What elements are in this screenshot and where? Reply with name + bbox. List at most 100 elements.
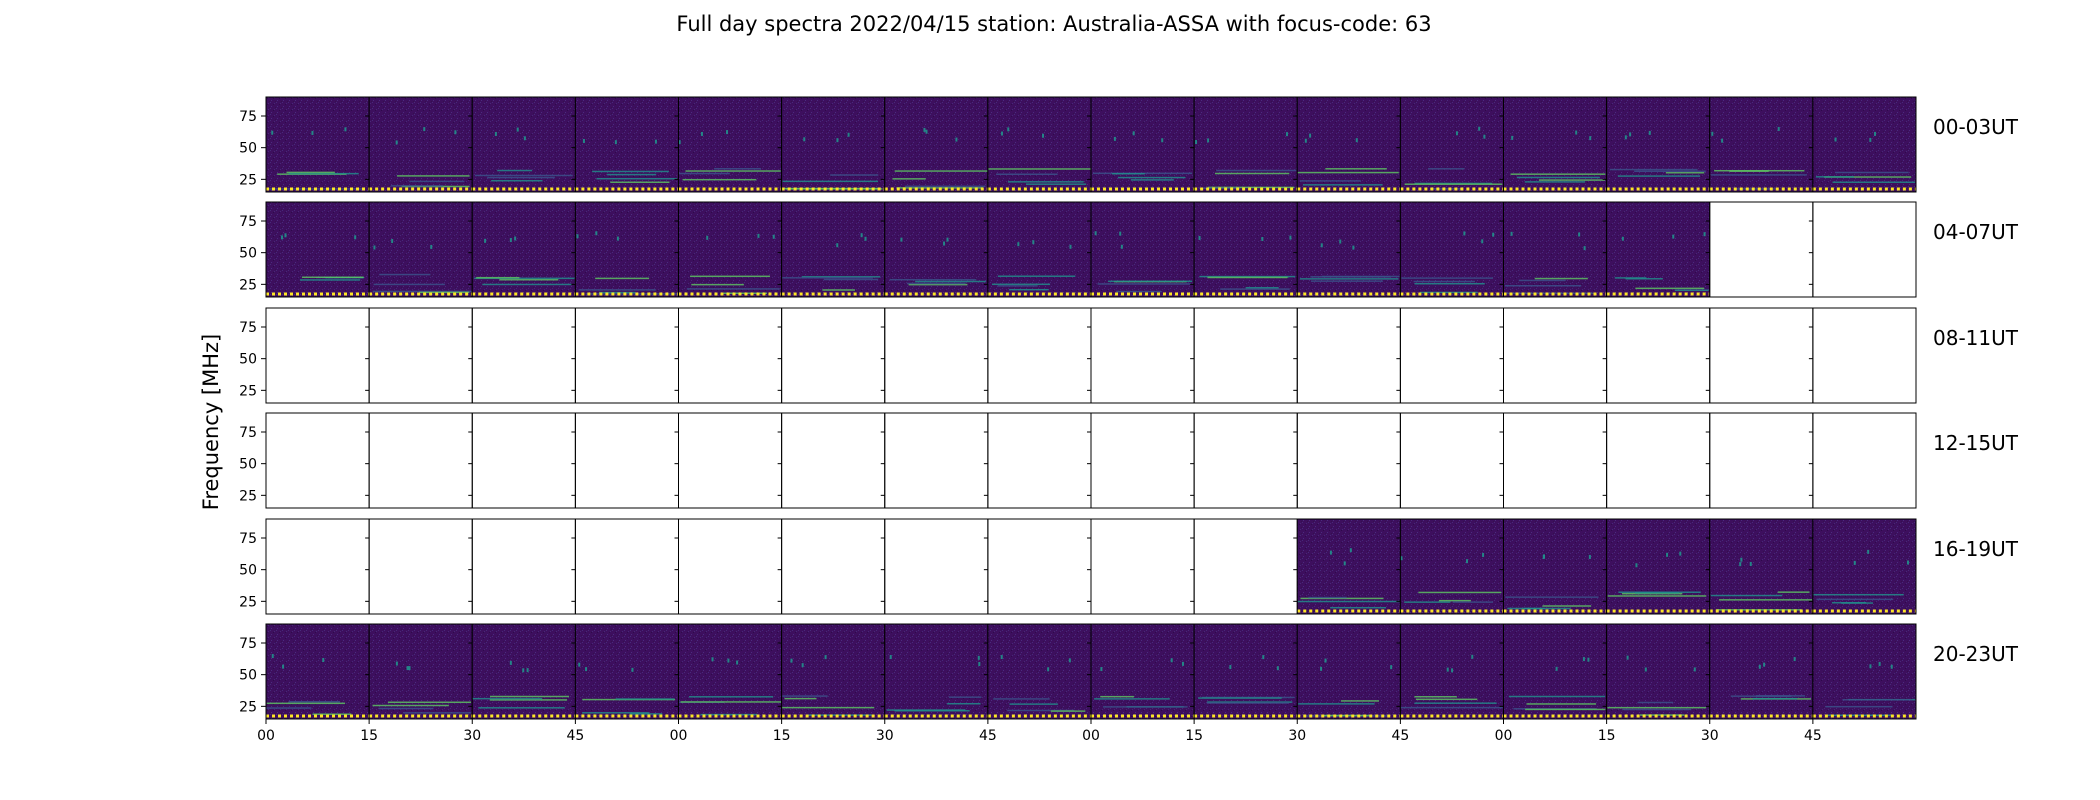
y-tick-label: 25 [239, 383, 257, 399]
rfi-band [1625, 278, 1663, 280]
rfi-band [1112, 172, 1145, 175]
rfi-band [691, 283, 744, 286]
signal-blip [1890, 664, 1893, 669]
rfi-band [996, 173, 1058, 176]
rfi-band [379, 273, 431, 276]
spectrum-panel [777, 201, 886, 298]
y-tick-label: 25 [239, 172, 257, 188]
rfi-band [1414, 182, 1493, 185]
rfi-band [947, 702, 981, 705]
rfi-band [372, 704, 449, 707]
signal-blip [1758, 664, 1761, 669]
signal-blip [1648, 130, 1651, 135]
panel-frame [987, 412, 1092, 509]
rfi-band [1009, 288, 1049, 291]
spectrum-background [1606, 97, 1710, 192]
rfi-band [476, 276, 520, 279]
signal-blip [354, 235, 357, 240]
signal-blip [1324, 658, 1327, 663]
rfi-band [894, 710, 970, 712]
y-tick-label: 75 [239, 109, 257, 125]
signal-blip [1309, 133, 1312, 138]
rfi-band [499, 279, 559, 281]
panel-frame [1709, 412, 1814, 509]
rfi-band [1050, 710, 1086, 712]
signal-blip [727, 658, 730, 663]
signal-blip [847, 132, 850, 137]
signal-blip [1094, 231, 1097, 236]
rfi-band [1401, 277, 1493, 279]
y-tick-label: 50 [239, 457, 257, 473]
signal-blip [1672, 234, 1675, 239]
rfi-band [1009, 703, 1058, 705]
rfi-band [1635, 592, 1680, 594]
rfi-band [1097, 283, 1192, 285]
panel-frame [1812, 307, 1917, 404]
spectrum-panel [1808, 518, 1917, 615]
panel-frame [1193, 412, 1298, 509]
signal-blip [1390, 665, 1393, 670]
signal-blip [1289, 235, 1292, 240]
signal-blip [1042, 133, 1045, 138]
panel-frame [1812, 201, 1917, 298]
signal-blip [864, 236, 867, 241]
rfi-band [1245, 286, 1279, 289]
rfi-band [1220, 288, 1290, 290]
rfi-band [782, 706, 875, 709]
empty-panel [1190, 518, 1298, 615]
rfi-band [1516, 176, 1600, 179]
spectrum-background [678, 97, 782, 192]
signal-blip [373, 245, 376, 250]
spectrum-background [1091, 624, 1195, 719]
rfi-band [592, 170, 669, 173]
spectrum-background [1606, 519, 1710, 614]
signal-blip [1510, 231, 1513, 236]
row-label: 08-11UT [1933, 326, 2019, 350]
panel-frame [884, 307, 989, 404]
rfi-band [1504, 292, 1597, 295]
signal-blip [1867, 549, 1870, 554]
rfi-band [1711, 174, 1807, 176]
rfi-band [1438, 599, 1471, 602]
panel-frame [265, 307, 370, 404]
rfi-band [1102, 706, 1188, 708]
signal-blip [509, 660, 512, 665]
rfi-band [1413, 280, 1476, 283]
signal-blip [1711, 131, 1714, 136]
rfi-band [1634, 170, 1706, 173]
spectrum-panel [1499, 518, 1608, 615]
signal-blip [1100, 667, 1103, 672]
spectrum-panel [1705, 518, 1814, 615]
spectrum-panel [1293, 96, 1401, 193]
rfi-band [782, 180, 879, 183]
rfi-band [312, 713, 352, 715]
rfi-band [1420, 291, 1478, 294]
spectrum-panel [1396, 518, 1504, 615]
signal-blip [271, 654, 274, 659]
spectrum-panel [1190, 96, 1298, 193]
spectrum-panel [1087, 201, 1195, 298]
empty-panel [468, 307, 576, 404]
signal-blip [284, 233, 287, 238]
signal-blip [1320, 243, 1323, 248]
y-tick-label: 75 [239, 636, 257, 652]
rfi-band [679, 172, 730, 175]
signal-blip [1304, 138, 1307, 143]
rfi-band [680, 701, 782, 703]
signal-blip [1483, 134, 1486, 139]
rfi-band [1777, 591, 1810, 593]
signal-blip [772, 234, 775, 239]
rfi-band [1510, 173, 1606, 175]
rfi-band [997, 275, 1076, 277]
panel-frame [678, 307, 783, 404]
panel-frame [265, 412, 370, 509]
empty-panel [1190, 307, 1298, 404]
signal-blip [1793, 657, 1796, 662]
empty-panel [265, 518, 370, 615]
rfi-band [1718, 599, 1813, 601]
spectrum-panel [983, 201, 1092, 298]
rfi-band [904, 185, 986, 188]
signal-blip [395, 661, 398, 666]
signal-blip [736, 660, 739, 665]
